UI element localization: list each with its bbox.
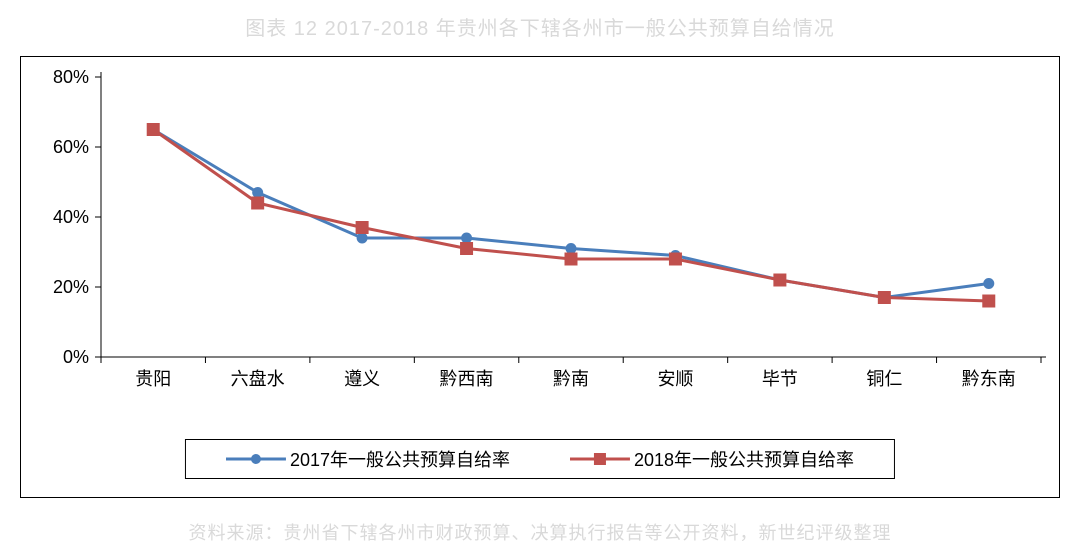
marker: [462, 233, 472, 243]
marker: [984, 279, 994, 289]
y-tick-label: 0%: [63, 347, 89, 367]
y-tick-label: 40%: [53, 207, 89, 227]
x-tick-label: 遵义: [344, 369, 380, 389]
y-tick-label: 80%: [53, 67, 89, 87]
y-tick-label: 60%: [53, 137, 89, 157]
marker: [983, 295, 995, 307]
x-tick-label: 贵阳: [135, 369, 171, 389]
chart-legend: 2017年一般公共预算自给率 2018年一般公共预算自给率: [185, 439, 895, 479]
line-chart: 0% 20% 40% 60% 80% 贵阳 六盘水 遵义 黔西南 黔南 安顺 毕节 铜仁 黔东南: [21, 57, 1059, 497]
x-tick-label: 黔东南: [962, 369, 1016, 389]
marker: [357, 233, 367, 243]
y-tick-label: 20%: [53, 277, 89, 297]
page-container: 图表 12 2017-2018 年贵州各下辖各州市一般公共预算自给情况 0% 20…: [0, 0, 1080, 559]
x-tick-label: 六盘水: [231, 369, 285, 389]
x-tick-label: 安顺: [657, 369, 693, 389]
marker: [461, 243, 473, 255]
series-line-0: [153, 130, 989, 298]
marker: [566, 244, 576, 254]
marker: [356, 222, 368, 234]
marker: [147, 124, 159, 136]
legend-swatch-0: [226, 449, 286, 469]
legend-swatch-1: [570, 449, 630, 469]
x-tick-label: 黔西南: [440, 369, 494, 389]
legend-item-1: 2018年一般公共预算自给率: [570, 446, 854, 472]
marker: [565, 253, 577, 265]
marker: [253, 188, 263, 198]
marker: [774, 274, 786, 286]
marker: [878, 292, 890, 304]
x-tick-label: 铜仁: [866, 369, 902, 389]
legend-label-1: 2018年一般公共预算自给率: [634, 446, 854, 472]
legend-item-0: 2017年一般公共预算自给率: [226, 446, 510, 472]
x-tick-label: 黔南: [553, 369, 589, 389]
chart-title: 图表 12 2017-2018 年贵州各下辖各州市一般公共预算自给情况: [0, 12, 1080, 41]
x-tick-label: 毕节: [762, 369, 798, 389]
legend-label-0: 2017年一般公共预算自给率: [290, 446, 510, 472]
chart-frame: 0% 20% 40% 60% 80% 贵阳 六盘水 遵义 黔西南 黔南 安顺 毕节 铜仁 黔东南 2017…: [20, 56, 1060, 498]
chart-source: 资料来源：贵州省下辖各州市财政预算、决算执行报告等公开资料，新世纪评级整理: [0, 519, 1080, 545]
marker: [252, 197, 264, 209]
marker: [669, 253, 681, 265]
series-line-1: [153, 130, 989, 302]
